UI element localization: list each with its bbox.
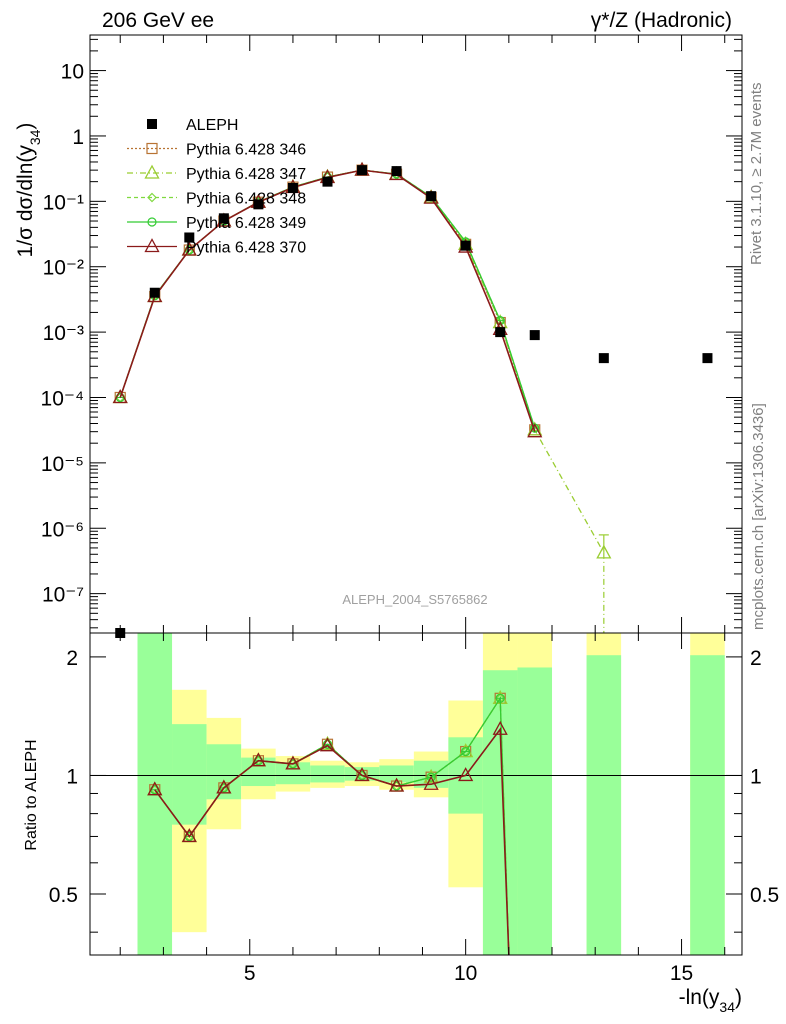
analysis-watermark: ALEPH_2004_S5765862 (342, 592, 487, 607)
ratio-5-point-2 (181, 828, 197, 843)
legend-label-1: Pythia 6.428 346 (186, 142, 306, 159)
ratio-line-5 (154, 726, 510, 956)
y-tick-label-5: 10⁻³ (43, 322, 84, 345)
ratio-5-point-5 (285, 755, 301, 770)
ratio-band-inner-5 (275, 762, 311, 785)
x-axis-label-close: ) (735, 986, 742, 1009)
ratio-frame (89, 632, 743, 956)
legend-label-2: Pythia 6.428 347 (186, 166, 306, 183)
ratio-band-inner-13 (586, 655, 622, 955)
data-point-11 (460, 240, 471, 251)
legend-marker-2 (144, 164, 160, 179)
ratio-5-point-11 (492, 720, 508, 735)
y-tick-label-3: 10⁻⁵ (41, 453, 84, 476)
x-tick-label-3: 15 (670, 962, 693, 985)
ratio-5-point-7 (354, 767, 370, 782)
axes-layer: 10⁻⁷ 10⁻⁶ 10⁻⁵ 10⁻⁴ 10⁻³ 10⁻² 10⁻¹ 1 10 5 10 15 0.5 0… (41, 34, 779, 985)
x-axis-label-sub: 34 (719, 999, 735, 1015)
series-5-point-3 (181, 241, 197, 256)
y-axis-label-close: ) (14, 123, 37, 130)
series-5-point-1 (112, 389, 128, 404)
y-tick-label-8: 1 (72, 126, 84, 149)
ratio-band-inner-3 (206, 744, 242, 800)
header-right: γ*/Z (Hadronic) (591, 9, 732, 32)
ratio-band-inner-2 (172, 724, 207, 825)
x-axis-label: -ln(y34) (679, 986, 742, 1015)
ratio-band-inner-6 (310, 765, 345, 783)
data-point-13 (529, 330, 540, 341)
legend-marker-5 (144, 238, 160, 253)
y-axis-label-sub: 34 (27, 129, 43, 145)
legend-marker-1 (146, 142, 158, 155)
data-point-15 (702, 353, 713, 364)
ratio-5-point-9 (423, 775, 439, 790)
legend-label-3: Pythia 6.428 348 (186, 191, 306, 208)
series-5-point-13 (527, 423, 543, 438)
legend-label-5: Pythia 6.428 370 (186, 240, 306, 257)
ratio-5-point-3 (216, 779, 232, 794)
ratio-5-point-1 (147, 781, 163, 796)
legend-label-4: Pythia 6.428 349 (186, 215, 306, 232)
ratio-5-point-4 (250, 752, 266, 767)
data-point-9 (391, 166, 402, 177)
ratio-series-layer (147, 689, 510, 956)
ratio-band-inner-12 (517, 667, 553, 955)
ratio-4-point-11 (495, 693, 505, 703)
data-point-2 (149, 287, 160, 298)
legend: ALEPH Pythia 6.428 346 Pythia 6.428 347 Pyt… (127, 117, 306, 257)
y-tick-label-9: 10 (61, 61, 84, 84)
data-point-12 (495, 327, 506, 338)
y-tick-label-1: 10⁻⁷ (42, 584, 84, 607)
data-point-6 (287, 182, 298, 193)
x-axis-label-main: -ln(y (679, 986, 720, 1009)
legend-marker-data (147, 119, 157, 129)
ratio-5-point-10 (458, 767, 474, 782)
y-axis-label-main: 1/σ dσ/dln(y (14, 145, 37, 258)
y-tick-label-7: 10⁻¹ (43, 191, 84, 214)
legend-marker-3 (147, 192, 157, 203)
y-tick-label-4: 10⁻⁴ (41, 387, 84, 410)
ratio-tick-label-left-3: 2 (66, 647, 78, 670)
ratio-band-inner-8 (379, 765, 414, 783)
legend-label-data: ALEPH (186, 117, 238, 134)
data-point-4 (218, 213, 229, 224)
rivet-label: Rivet 3.1.10, ≥ 2.7M events (748, 83, 765, 266)
data-point-8 (357, 165, 368, 176)
y-tick-label-6: 10⁻² (43, 257, 84, 280)
ratio-tick-label-right-1: 0.5 (750, 884, 779, 907)
y-tick-label-2: 10⁻⁶ (41, 518, 84, 541)
y-axis-label: 1/σ dσ/dln(y34) (14, 123, 43, 258)
ratio-band-inner-11 (482, 670, 518, 955)
ratio-band-inner-14 (690, 655, 725, 955)
header-left: 206 GeV ee (102, 9, 214, 32)
ratio-tick-label-right-2: 1 (750, 765, 762, 788)
legend-marker-4 (147, 217, 157, 227)
ratio-5-point-8 (388, 777, 405, 792)
ratio-band-inner-9 (413, 760, 449, 788)
data-point-14 (598, 353, 609, 364)
ratio-5-point-6 (319, 737, 336, 752)
ratio-bands (90, 633, 742, 955)
ratio-tick-label-left-2: 1 (66, 765, 78, 788)
site-label: mcplots.cern.ch [arXiv:1306.3436] (750, 403, 767, 630)
ratio-axis-label: Ratio to ALEPH (23, 739, 40, 850)
ratio-tick-label-right-3: 2 (750, 647, 762, 670)
data-point-5 (253, 199, 264, 210)
data-point-7 (322, 176, 333, 187)
ratio-4-point-10 (461, 746, 471, 757)
x-tick-label-2: 10 (454, 962, 477, 985)
ratio-tick-label-left-1: 0.5 (49, 884, 78, 907)
x-tick-label-1: 5 (244, 962, 256, 985)
data-point-10 (426, 191, 437, 202)
data-point-3 (184, 232, 195, 243)
